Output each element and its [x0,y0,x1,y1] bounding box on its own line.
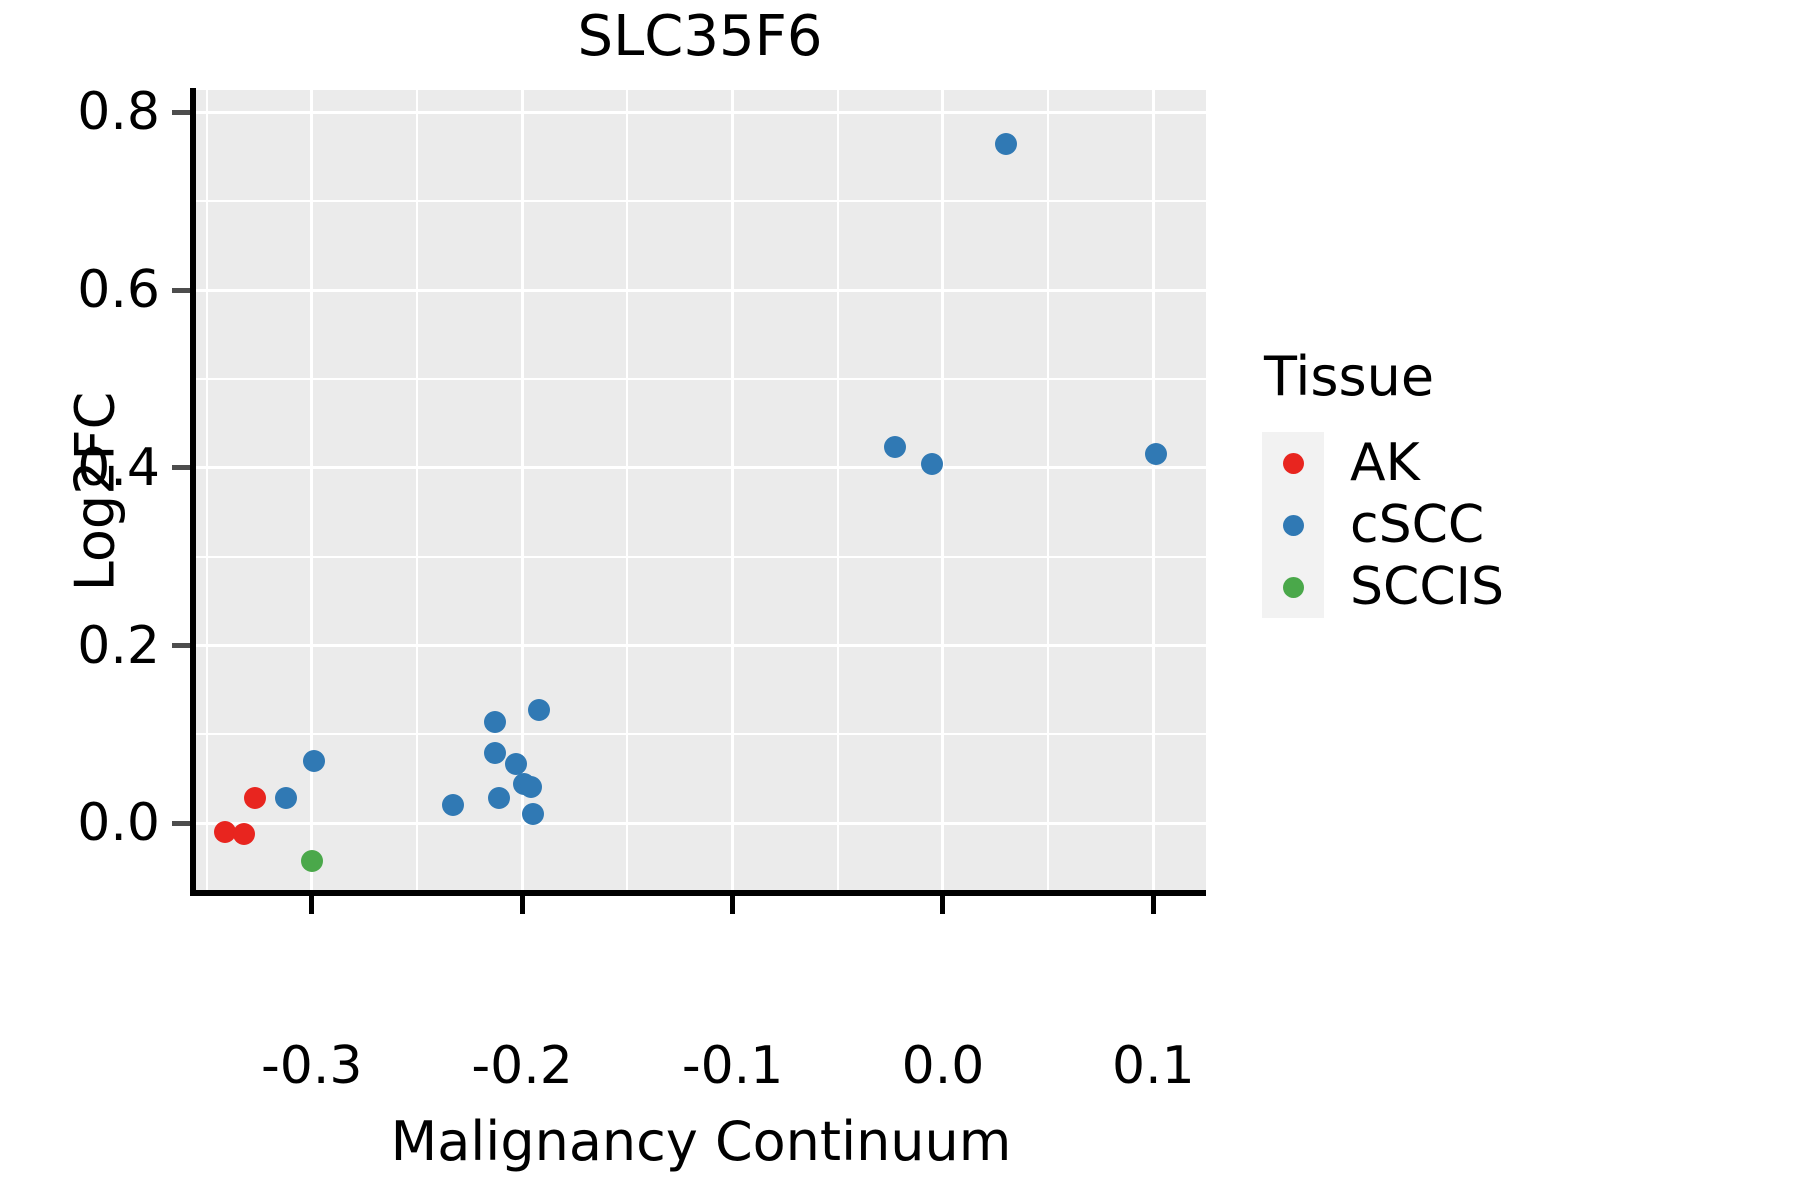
data-point-cscc [302,750,325,773]
grid-line-vertical [731,90,735,890]
data-point-cscc [921,453,944,476]
grid-line-vertical [1151,90,1155,890]
x-tick-label: -0.3 [260,1036,363,1096]
legend: Tissue AK cSCC SCCIS [1262,350,1692,618]
grid-line-vertical-minor [205,90,208,890]
legend-dot-icon [1282,452,1304,474]
grid-line-horizontal-minor [196,555,1206,558]
data-point-ak [243,787,266,810]
legend-dot-icon [1282,576,1304,598]
data-point-cscc [504,752,527,775]
page-title: SLC35F6 [577,4,823,69]
y-tick-label: 0.0 [77,793,160,854]
x-tick-label: 0.1 [1112,1036,1195,1096]
legend-title: Tissue [1264,345,1435,408]
y-tick-mark [172,465,190,471]
legend-swatch [1262,432,1324,494]
grid-line-horizontal [196,110,1206,114]
x-tick-mark [519,896,525,914]
grid-line-vertical [520,90,524,890]
y-tick-label: 0.8 [77,82,160,143]
grid-line-horizontal [196,644,1206,648]
x-tick-label: -0.2 [471,1036,573,1096]
legend-swatch [1262,556,1324,618]
data-point-ak [233,823,256,845]
data-point-cscc [275,786,298,809]
x-tick-mark [730,896,736,914]
grid-line-horizontal [196,288,1206,292]
data-point-cscc [441,793,464,816]
legend-item-label: AK [1350,433,1420,493]
legend-item-label: SCCIS [1350,557,1504,617]
legend-item-label: cSCC [1350,495,1485,555]
data-point-cscc [1144,443,1167,466]
y-tick-label: 0.4 [77,437,160,498]
legend-item-sccis[interactable]: SCCIS [1262,556,1692,618]
grid-line-horizontal-minor [196,733,1206,736]
y-tick-mark [172,109,190,115]
grid-line-vertical-minor [415,90,418,890]
x-tick-label: 0.0 [901,1036,985,1096]
grid-line-horizontal-minor [196,377,1206,380]
grid-line-vertical [941,90,945,890]
legend-item-cscc[interactable]: cSCC [1262,494,1692,556]
x-tick-label: -0.1 [681,1036,784,1096]
x-tick-mark [309,896,315,914]
data-point-cscc [995,133,1018,156]
y-tick-label: 0.2 [77,615,160,676]
grid-line-vertical [310,90,314,890]
data-point-cscc [521,802,544,825]
grid-line-horizontal [196,821,1206,825]
grid-line-horizontal [196,466,1206,470]
data-point-cscc [519,775,542,798]
x-tick-mark [1150,896,1156,914]
data-point-cscc [483,742,506,765]
grid-line-vertical-minor [626,90,629,890]
x-axis-title: Malignancy Continuum [390,1110,1012,1173]
data-point-cscc [527,699,550,722]
data-point-cscc [483,711,506,733]
grid-line-vertical-minor [1047,90,1050,890]
data-point-sccis [300,849,323,872]
data-point-cscc [488,787,510,810]
data-point-cscc [883,436,906,459]
y-tick-label: 0.6 [77,260,160,320]
legend-swatch [1262,494,1324,556]
x-axis-line [190,890,1206,896]
legend-item-ak[interactable]: AK [1262,432,1692,494]
grid-line-vertical-minor [836,90,839,890]
grid-line-horizontal-minor [196,200,1206,203]
y-tick-mark [172,287,190,293]
plot-panel [196,90,1206,890]
y-tick-mark [172,643,190,649]
x-tick-mark [940,896,946,914]
legend-dot-icon [1282,514,1304,536]
data-point-ak [214,821,237,844]
y-axis-line [190,88,196,894]
y-axis-title: Log2FC [63,391,127,592]
legend-keys: AK cSCC SCCIS [1262,432,1692,618]
y-tick-mark [172,820,190,826]
